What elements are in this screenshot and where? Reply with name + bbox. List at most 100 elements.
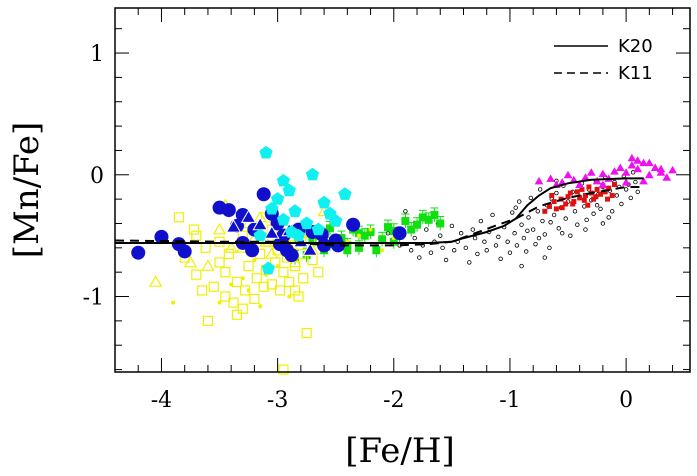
field-star-point [493, 243, 499, 248]
yellow-square-point [243, 260, 254, 272]
blue-triangle-point [302, 242, 318, 256]
blue-circle-point [284, 248, 299, 263]
field-star-point [533, 241, 538, 247]
red-star-point [551, 199, 557, 205]
red-star-point [570, 201, 576, 207]
field-star-point [521, 235, 527, 241]
yellow-square-point [278, 267, 289, 278]
field-star-point [584, 217, 589, 223]
yellow-square-point [202, 315, 214, 326]
y-tick-label: 1 [90, 42, 104, 67]
field-star-point [536, 235, 542, 241]
yellow-triangle-point [224, 241, 238, 253]
magenta-star-point [639, 158, 648, 167]
magenta-star-point [645, 170, 654, 179]
field-star-point [575, 222, 580, 227]
field-star-point [512, 231, 517, 236]
field-star-point [514, 243, 520, 248]
legend-label-k11: K11 [618, 63, 653, 84]
y-tick-labels: 1 0 -1 [83, 42, 104, 310]
yellow-dot-point [240, 276, 245, 281]
red-star-point [549, 192, 555, 198]
magenta-star-point [645, 158, 654, 167]
red-star-point [611, 182, 617, 188]
magenta-star-point [639, 176, 648, 185]
blue-circle-point [131, 245, 146, 260]
yellow-square-point [249, 293, 260, 305]
field-star-point [542, 232, 547, 237]
field-star-point [635, 189, 640, 195]
yellow-triangle-point [148, 275, 163, 287]
field-star-point [513, 205, 518, 210]
field-star-point [568, 233, 573, 238]
x-tick-labels: -4 -3 -2 -1 0 [151, 388, 633, 413]
field-star-point [449, 223, 455, 229]
green-star-point [360, 231, 369, 240]
field-star-point [530, 227, 536, 232]
red-star-point [598, 191, 604, 197]
magenta-star-point [633, 156, 643, 164]
yellow-square-point [220, 267, 231, 278]
y-tick-label: -1 [83, 286, 104, 311]
field-star-point [526, 215, 531, 220]
red-star-point [609, 192, 615, 198]
green-star-point [308, 237, 317, 246]
field-star-point [540, 218, 545, 224]
cyan-pentagon-point [329, 214, 343, 227]
yellow-square-point [313, 267, 324, 278]
model-line-k11 [114, 186, 644, 247]
red-star-point [582, 192, 588, 198]
field-star-point [623, 187, 629, 192]
field-star-point [510, 210, 515, 215]
cyan-pentagon-point [305, 167, 320, 181]
blue-circle-point [221, 203, 236, 218]
field-star-point [633, 179, 638, 185]
yellow-dot-point [246, 288, 251, 293]
cyan-pentagon-point [288, 204, 302, 217]
blue-circle-point [392, 226, 407, 241]
y-tick-label: 0 [90, 164, 104, 189]
green-star-point [436, 219, 445, 228]
green-star-point [413, 220, 422, 229]
red-star-point [577, 195, 583, 201]
cyan-pentagon-point [311, 222, 325, 236]
magenta-star-point [581, 173, 590, 181]
legend: K20 K11 [554, 36, 653, 84]
green-star-point [424, 215, 433, 224]
yellow-square-point [208, 281, 219, 292]
magenta-star-point [610, 167, 619, 175]
field-star-point [560, 231, 565, 236]
field-star-point [428, 250, 434, 255]
yellow-triangle-point [212, 222, 227, 235]
field-star-point [630, 170, 636, 175]
field-star-point [463, 245, 469, 251]
magenta-star-point [592, 176, 602, 185]
field-star-point [451, 248, 457, 253]
cyan-pentagon-point [253, 228, 267, 242]
x-tick-label: -2 [383, 388, 404, 413]
blue-circle-point [346, 217, 361, 232]
field-star-point [507, 250, 513, 255]
field-star-point [517, 199, 522, 204]
yellow-square-point [231, 276, 243, 288]
yellow-square-point [197, 285, 208, 296]
red-star-point [581, 197, 587, 203]
red-star-point [605, 196, 611, 202]
field-star-point [482, 239, 487, 244]
red-star-point [602, 189, 608, 195]
red-star-point [585, 202, 591, 208]
yellow-square-point [237, 303, 248, 314]
magenta-star-point [633, 164, 643, 173]
magenta-star-point [563, 170, 573, 179]
magenta-star-point [546, 174, 555, 182]
legend-label-k20: K20 [618, 36, 653, 57]
yellow-square-point [274, 285, 286, 296]
field-star-point [554, 190, 559, 196]
magenta-star-point [586, 168, 596, 176]
field-star-point [548, 220, 553, 225]
yellow-triangle-point [183, 255, 198, 268]
model-lines-layer [114, 177, 644, 247]
red-star-point [563, 201, 569, 207]
yellow-square-point [284, 276, 295, 288]
field-star-point [619, 201, 624, 207]
